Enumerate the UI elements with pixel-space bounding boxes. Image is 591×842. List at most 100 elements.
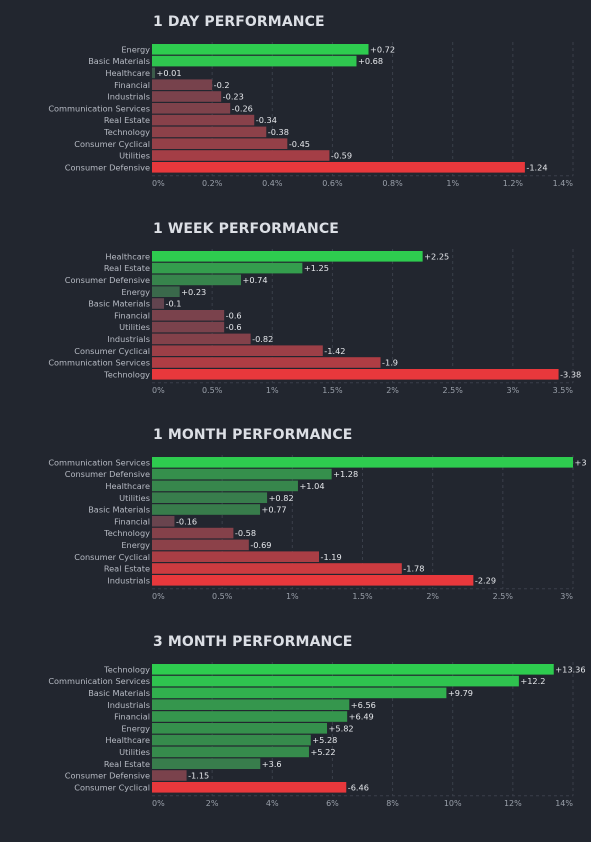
tick-label: 4% bbox=[266, 799, 279, 808]
bar[interactable] bbox=[152, 480, 298, 492]
tick-label: 3% bbox=[507, 386, 520, 395]
category-label: Consumer Defensive bbox=[65, 275, 150, 285]
bar[interactable] bbox=[152, 746, 309, 758]
bar[interactable] bbox=[152, 274, 242, 286]
tick-label: 8% bbox=[386, 799, 399, 808]
value-label: -1.15 bbox=[188, 771, 209, 781]
category-label: Real Estate bbox=[104, 263, 150, 273]
bar[interactable] bbox=[152, 79, 213, 90]
value-label: -0.82 bbox=[252, 334, 273, 344]
tick-label: 0.6% bbox=[322, 179, 343, 188]
bar[interactable] bbox=[152, 298, 165, 309]
category-label: Consumer Defensive bbox=[65, 771, 150, 781]
bar[interactable] bbox=[152, 504, 261, 515]
bar[interactable] bbox=[152, 357, 381, 368]
bar[interactable] bbox=[152, 369, 559, 380]
bar[interactable] bbox=[152, 516, 175, 527]
value-label: +0.68 bbox=[358, 56, 383, 66]
value-label: +0.23 bbox=[181, 287, 206, 297]
bar[interactable] bbox=[152, 551, 319, 562]
tick-label: 1% bbox=[286, 592, 299, 601]
bar[interactable] bbox=[152, 138, 288, 149]
panel-title: 1 DAY PERFORMANCE bbox=[153, 14, 325, 30]
bar[interactable] bbox=[152, 126, 267, 138]
bar[interactable] bbox=[152, 345, 323, 356]
category-label: Basic Materials bbox=[88, 505, 150, 515]
bar[interactable] bbox=[152, 492, 268, 503]
tick-label: 2% bbox=[426, 592, 439, 601]
bar[interactable] bbox=[152, 91, 222, 102]
category-label: Healthcare bbox=[105, 251, 150, 261]
category-label: Communication Services bbox=[48, 676, 150, 686]
category-label: Energy bbox=[121, 44, 150, 54]
bar[interactable] bbox=[152, 687, 447, 699]
value-label: -1.42 bbox=[324, 346, 345, 356]
bar[interactable] bbox=[152, 333, 251, 345]
category-label: Energy bbox=[121, 540, 150, 550]
value-label: +5.82 bbox=[329, 723, 354, 733]
category-label: Financial bbox=[114, 80, 150, 90]
bar[interactable] bbox=[152, 711, 348, 722]
bar[interactable] bbox=[152, 457, 573, 468]
value-label: -0.59 bbox=[331, 151, 352, 161]
value-label: -0.2 bbox=[214, 80, 230, 90]
category-label: Consumer Defensive bbox=[65, 469, 150, 479]
bar[interactable] bbox=[152, 150, 330, 161]
panel-title: 3 MONTH PERFORMANCE bbox=[153, 634, 353, 650]
bar[interactable] bbox=[152, 44, 369, 55]
bar[interactable] bbox=[152, 67, 156, 79]
value-label: -0.69 bbox=[250, 540, 271, 550]
tick-label: 2.5% bbox=[443, 386, 464, 395]
bar[interactable] bbox=[152, 251, 423, 262]
tick-label: 1.5% bbox=[352, 592, 373, 601]
bar[interactable] bbox=[152, 468, 332, 480]
category-label: Communication Services bbox=[48, 457, 150, 467]
bar[interactable] bbox=[152, 782, 347, 793]
value-label: +3.6 bbox=[262, 759, 282, 769]
bar[interactable] bbox=[152, 286, 180, 297]
category-label: Industrials bbox=[107, 92, 150, 102]
bar[interactable] bbox=[152, 699, 350, 710]
category-label: Industrials bbox=[107, 700, 150, 710]
bar[interactable] bbox=[152, 770, 187, 781]
category-label: Basic Materials bbox=[88, 56, 150, 66]
value-label: +5.22 bbox=[310, 747, 335, 757]
bar[interactable] bbox=[152, 310, 225, 321]
bar[interactable] bbox=[152, 675, 519, 687]
bar[interactable] bbox=[152, 723, 328, 734]
bar[interactable] bbox=[152, 664, 554, 675]
bar[interactable] bbox=[152, 575, 474, 586]
category-label: Utilities bbox=[119, 151, 150, 161]
category-label: Financial bbox=[114, 310, 150, 320]
value-label: +0.77 bbox=[262, 505, 287, 515]
bar[interactable] bbox=[152, 114, 255, 126]
bar[interactable] bbox=[152, 734, 311, 746]
value-label: -0.6 bbox=[226, 322, 242, 332]
bar[interactable] bbox=[152, 262, 303, 274]
bar[interactable] bbox=[152, 321, 225, 333]
value-label: +9.79 bbox=[448, 688, 473, 698]
bar[interactable] bbox=[152, 527, 234, 539]
bar[interactable] bbox=[152, 103, 231, 114]
tick-label: 2.5% bbox=[493, 592, 514, 601]
category-label: Communication Services bbox=[48, 103, 150, 113]
category-label: Communication Services bbox=[48, 358, 150, 368]
category-label: Technology bbox=[103, 528, 150, 538]
bar[interactable] bbox=[152, 758, 261, 769]
value-label: +6.49 bbox=[349, 712, 374, 722]
category-label: Utilities bbox=[119, 493, 150, 503]
bar[interactable] bbox=[152, 563, 402, 574]
category-label: Real Estate bbox=[104, 759, 150, 769]
value-label: -0.45 bbox=[289, 139, 310, 149]
tick-label: 0% bbox=[152, 799, 165, 808]
bar[interactable] bbox=[152, 162, 525, 173]
tick-label: 2% bbox=[386, 386, 399, 395]
value-label: +1.04 bbox=[299, 481, 324, 491]
bar[interactable] bbox=[152, 55, 357, 67]
value-label: -2.29 bbox=[475, 575, 496, 585]
value-label: -0.16 bbox=[176, 516, 197, 526]
value-label: +0.74 bbox=[243, 275, 268, 285]
category-label: Utilities bbox=[119, 322, 150, 332]
bar[interactable] bbox=[152, 539, 249, 551]
category-label: Financial bbox=[114, 712, 150, 722]
